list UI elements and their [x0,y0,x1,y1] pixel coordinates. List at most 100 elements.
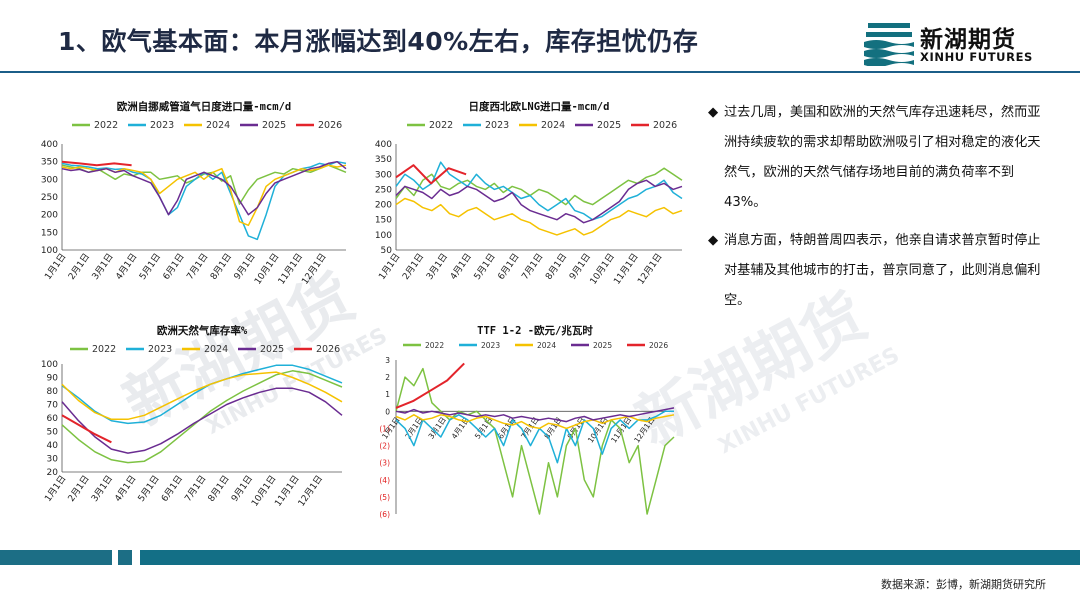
x-tick-label: 7月1日 [520,251,546,281]
y-tick-label: 50 [381,246,393,256]
y-tick-label: 400 [41,140,58,150]
y-tick-label: 400 [375,140,392,150]
x-tick-label: 9月1日 [232,251,258,281]
commentary-text: 过去几周，美国和欧洲的天然气库存迅速耗尽，然而亚洲持续疲软的需求却帮助欧洲吸引了… [724,105,1041,210]
y-tick-label: 70 [47,401,59,411]
y-tick-label: (1) [379,424,390,433]
y-tick-label: (2) [379,442,390,451]
series-line-2025 [61,160,347,216]
y-tick-label: 150 [375,216,392,226]
y-tick-label: 80 [47,387,59,397]
y-tick-label: 3 [385,356,390,365]
series-line-2022 [395,167,683,206]
legend-label: 2026 [316,344,340,355]
chart-nwe-lng: 日度西北欧LNG进口量-mcm/d 2022 2023 2024 2025 2026 400… [362,96,692,296]
chart-title: TTF 1-2 -欧元/兆瓦时 [477,324,593,337]
x-tick-label: 3月1日 [424,251,450,281]
y-tick-label: 350 [41,158,58,168]
chart-eu-storage: 欧洲天然气库存率% 2022 2023 2024 2025 2026 100 90 80 70 60… [28,318,358,528]
x-tick-label: 9月1日 [567,251,593,281]
y-tick-label: 90 [47,374,59,384]
x-tick-label: 8月1日 [206,473,232,503]
series-line-2023 [395,161,683,221]
x-tick-label: 2月1日 [400,251,426,281]
x-tick-label: 3月1日 [90,251,116,281]
y-tick-label: 100 [375,231,392,241]
commentary-text: 消息方面，特朗普周四表示，他亲自请求普京暂时停止对基辅及其他城市的打击，普京同意… [724,233,1041,308]
series-line-2024 [395,197,683,236]
series-line-2025 [395,179,683,224]
x-tick-label: 12月1日 [300,251,329,286]
x-tick-label: 6月1日 [159,473,185,503]
legend-label: 2025 [260,344,284,355]
y-tick-label: 150 [41,228,58,238]
y-tick-label: 30 [47,455,59,465]
legend-label: 2023 [150,120,174,131]
x-tick-label: 7月1日 [185,251,211,281]
data-source: 数据来源：彭博，新湖期货研究所 [881,578,1046,591]
x-tick-label: 5月1日 [136,473,162,503]
x-tick-label: 6月1日 [161,251,187,281]
y-tick-label: 1 [385,390,390,399]
logo-mark-icon [864,23,914,67]
legend-label: 2024 [204,344,228,355]
legend-label: 2025 [597,120,621,131]
y-tick-label: (4) [379,476,390,485]
y-tick-label: 200 [41,211,58,221]
x-tick-label: 5月1日 [472,251,498,281]
legend-label: 2025 [593,341,612,350]
y-tick-label: 200 [375,201,392,211]
legend-label: 2024 [541,120,565,131]
chart-svg: TTF 1-2 -欧元/兆瓦时 2022 2023 2024 2025 2026 3 2 1 0 (… [379,324,675,519]
y-tick-label: (5) [379,493,390,502]
series-line-2026 [395,164,467,185]
logo-name: 新湖期货 [920,27,1016,53]
legend-label: 2022 [425,341,444,350]
slide-title: 1、欧气基本面：本月涨幅达到40%左右，库存担忧仍存 [58,27,699,56]
title-divider [0,71,1080,73]
y-tick-label: 50 [47,428,59,438]
footer-bar [0,550,1080,565]
legend-label: 2023 [148,344,172,355]
x-tick-label: 4月1日 [448,251,474,281]
x-tick-label: 8月1日 [208,251,234,281]
x-tick-label: 4月1日 [450,415,471,440]
y-tick-label: (3) [379,459,390,468]
x-tick-label: 8月1日 [543,251,569,281]
y-tick-label: 20 [47,468,59,478]
legend-label: 2026 [653,120,677,131]
chart-title: 欧洲自挪威管道气日度进口量-mcm/d [117,100,291,113]
x-tick-label: 2月1日 [66,473,92,503]
y-tick-label: 250 [375,185,392,195]
series-line-2023 [61,364,343,425]
company-logo: 新湖期货 XINHU FUTURES [864,20,1034,67]
y-tick-label: 250 [41,193,58,203]
series-line-2026 [61,160,132,167]
y-tick-label: 40 [47,441,59,451]
y-tick-label: 350 [375,155,392,165]
x-tick-label: 12月1日 [635,251,664,286]
logo-english-name: XINHU FUTURES [920,50,1033,64]
series-line-2026 [395,362,465,409]
y-tick-label: 300 [41,175,58,185]
legend-label: 2023 [481,341,500,350]
legend-label: 2026 [318,120,342,131]
chart-svg: 欧洲自挪威管道气日度进口量-mcm/d 2022 2023 2024 2025 2026 4… [41,100,347,287]
watermark-en: XINHU FUTURES [714,343,903,459]
chart-svg: 欧洲天然气库存率% 2022 2023 2024 2025 2026 100 90 80 70 60… [41,324,343,509]
series-line-2026 [61,414,112,444]
y-tick-label: 60 [47,414,59,424]
diamond-bullet-icon: ◆ [708,233,719,248]
legend-label: 2026 [649,341,668,350]
legend-label: 2023 [485,120,509,131]
y-tick-label: 100 [41,246,58,256]
series-line-2022 [395,367,675,515]
commentary-item: ◆ 过去几周，美国和欧洲的天然气库存迅速耗尽，然而亚洲持续疲软的需求却帮助欧洲吸… [708,98,1046,218]
legend-label: 2024 [537,341,556,350]
y-tick-label: 100 [41,360,58,370]
x-tick-label: 9月1日 [229,473,255,503]
x-tick-label: 4月1日 [114,251,140,281]
chart-svg: 日度西北欧LNG进口量-mcm/d 2022 2023 2024 2025 2026 400… [375,100,683,287]
legend-label: 2024 [206,120,230,131]
y-tick-label: 2 [385,373,390,382]
